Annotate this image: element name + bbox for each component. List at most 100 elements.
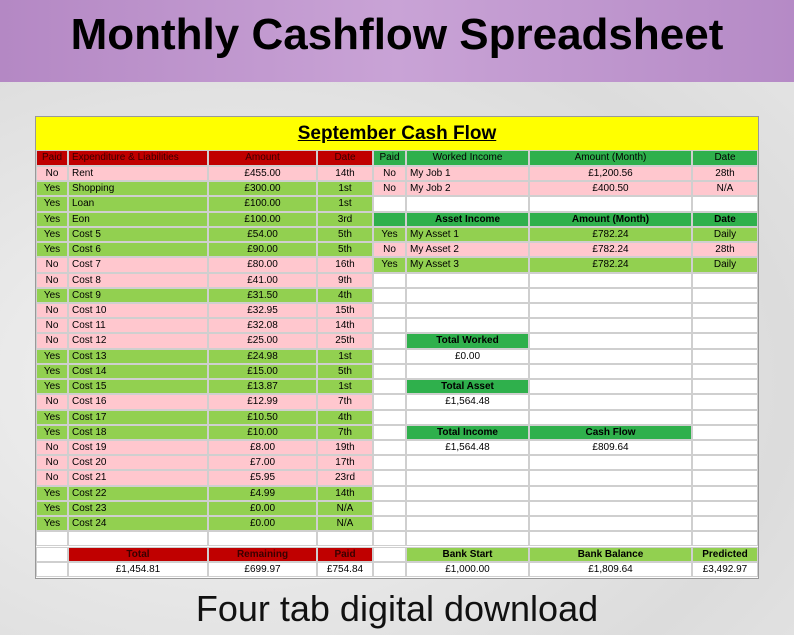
income-cell: £1,200.56	[529, 166, 692, 182]
expense-cell: Cost 24	[68, 516, 208, 532]
expense-cell: £10.50	[208, 409, 317, 425]
expense-cell: Cost 15	[68, 379, 208, 395]
summary-label: Total Asset	[406, 379, 529, 395]
empty-cell	[406, 470, 529, 486]
column-header: Amount	[208, 150, 317, 166]
empty-cell	[373, 516, 406, 532]
empty-cell	[692, 531, 758, 547]
expense-cell: £455.00	[208, 166, 317, 182]
empty-cell	[373, 302, 406, 319]
expense-cell: £8.00	[208, 439, 317, 456]
empty-cell	[373, 500, 406, 517]
expense-cell: 1st	[317, 181, 373, 197]
expense-cell: No	[36, 272, 68, 288]
expense-cell: Yes	[36, 287, 68, 303]
expense-cell: 25th	[317, 333, 373, 349]
expense-cell: £5.95	[208, 470, 317, 486]
expense-cell: Yes	[36, 424, 68, 440]
empty-cell	[406, 196, 529, 212]
asset-cell: My Asset 3	[406, 257, 529, 273]
empty-cell	[373, 424, 406, 440]
empty-cell	[373, 470, 406, 486]
expense-cell: Yes	[36, 500, 68, 517]
sheet-title: September Cash Flow	[36, 117, 758, 150]
bank-value: £3,492.97	[692, 561, 758, 577]
expense-cell: 17th	[317, 455, 373, 471]
expense-cell: 5th	[317, 242, 373, 258]
income-cell: My Job 1	[406, 166, 529, 182]
expense-cell: £31.50	[208, 287, 317, 303]
expense-cell: 1st	[317, 196, 373, 212]
empty-cell	[529, 470, 692, 486]
expense-cell: No	[36, 302, 68, 319]
expense-cell: Cost 21	[68, 470, 208, 486]
expense-cell: Cost 7	[68, 257, 208, 273]
empty-cell	[36, 561, 68, 577]
asset-cell: No	[373, 242, 406, 258]
income-cell: No	[373, 166, 406, 182]
expense-cell: Cost 19	[68, 439, 208, 456]
empty-cell	[373, 333, 406, 349]
column-header	[373, 211, 406, 227]
expense-cell: No	[36, 439, 68, 456]
column-header: Expenditure & Liabilities	[68, 150, 208, 166]
expense-cell: 5th	[317, 226, 373, 243]
expense-cell: Cost 13	[68, 348, 208, 364]
empty-cell	[529, 379, 692, 395]
bank-header: Bank Start	[406, 546, 529, 562]
totals-value: £1,454.81	[68, 561, 208, 577]
income-cell: N/A	[692, 181, 758, 197]
expense-cell: No	[36, 166, 68, 182]
empty-cell	[208, 531, 317, 547]
expense-cell: N/A	[317, 500, 373, 517]
expense-cell: £32.08	[208, 318, 317, 334]
expense-cell: Cost 5	[68, 226, 208, 243]
empty-cell	[529, 302, 692, 319]
summary-label: Cash Flow	[529, 424, 692, 440]
expense-cell: 5th	[317, 363, 373, 380]
empty-cell	[692, 196, 758, 212]
expense-cell: 4th	[317, 409, 373, 425]
empty-cell	[692, 439, 758, 456]
empty-cell	[406, 302, 529, 319]
empty-cell	[529, 500, 692, 517]
empty-cell	[406, 455, 529, 471]
expense-cell: £7.00	[208, 455, 317, 471]
expense-cell: Yes	[36, 409, 68, 425]
empty-cell	[406, 318, 529, 334]
empty-cell	[373, 409, 406, 425]
expense-cell: £0.00	[208, 516, 317, 532]
expense-cell: £41.00	[208, 272, 317, 288]
empty-cell	[692, 333, 758, 349]
expense-cell: Cost 17	[68, 409, 208, 425]
empty-cell	[373, 318, 406, 334]
bank-value: £1,000.00	[406, 561, 529, 577]
page-title: Monthly Cashflow Spreadsheet	[70, 10, 724, 59]
expense-cell: Shopping	[68, 181, 208, 197]
empty-cell	[529, 333, 692, 349]
expense-cell: £15.00	[208, 363, 317, 380]
empty-cell	[529, 318, 692, 334]
bank-value: £1,809.64	[529, 561, 692, 577]
expense-cell: 23rd	[317, 470, 373, 486]
expense-cell: Cost 23	[68, 500, 208, 517]
expense-cell: Yes	[36, 348, 68, 364]
expense-cell: 7th	[317, 394, 373, 410]
expense-cell: N/A	[317, 516, 373, 532]
expense-cell: 19th	[317, 439, 373, 456]
empty-cell	[406, 287, 529, 303]
expense-cell: Yes	[36, 196, 68, 212]
expense-cell: No	[36, 257, 68, 273]
asset-cell: Yes	[373, 257, 406, 273]
empty-cell	[692, 348, 758, 364]
empty-cell	[529, 287, 692, 303]
empty-cell	[529, 516, 692, 532]
expense-cell: £4.99	[208, 485, 317, 501]
expense-cell: Cost 10	[68, 302, 208, 319]
totals-value: £699.97	[208, 561, 317, 577]
expense-cell: Yes	[36, 485, 68, 501]
expense-cell: £90.00	[208, 242, 317, 258]
expense-cell: £12.99	[208, 394, 317, 410]
income-cell: £400.50	[529, 181, 692, 197]
